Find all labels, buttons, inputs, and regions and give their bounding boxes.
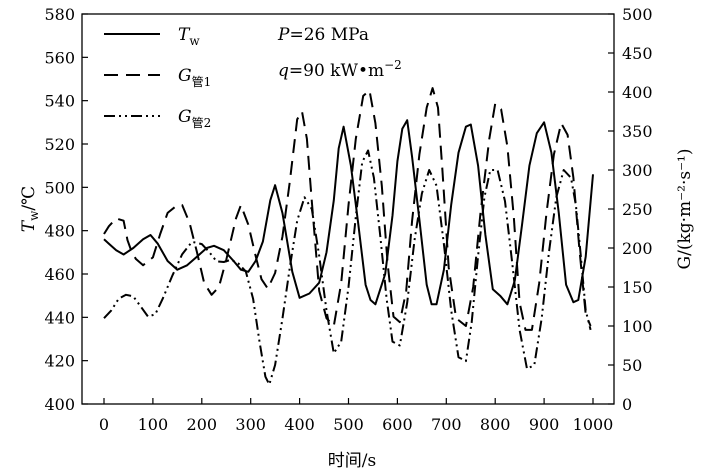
y-right-tick-label: 150	[622, 278, 653, 297]
y-right-tick-label: 350	[622, 122, 653, 141]
legend: Tw G管1 G管2	[104, 25, 211, 130]
legend-label-tw: Tw	[178, 25, 200, 48]
y-left-label: Tw/℃	[19, 186, 41, 232]
legend-label-g2: G管2	[178, 107, 211, 130]
x-tick-label: 0	[99, 415, 109, 434]
y-right-tick-label: 50	[622, 356, 642, 375]
x-tick-label: 100	[138, 415, 169, 434]
y-left-tick-label: 520	[44, 135, 75, 154]
y-left-tick-label: 400	[44, 395, 75, 414]
x-axis-label: 时间/s	[328, 451, 376, 471]
y-right-tick-label: 300	[622, 161, 653, 180]
x-tick-label: 800	[480, 415, 511, 434]
y-left-tick-label: 460	[44, 265, 75, 284]
x-tick-label: 400	[284, 415, 315, 434]
x-tick-label: 900	[529, 415, 560, 434]
y-left-tick-label: 560	[44, 48, 75, 67]
x-tick-label: 700	[431, 415, 462, 434]
annotation-pressure: P=26 MPa	[277, 25, 369, 45]
y-right-tick-label: 500	[622, 5, 653, 24]
x-tick-label: 600	[382, 415, 413, 434]
y-right-tick-label: 250	[622, 200, 653, 219]
legend-label-g1: G管1	[178, 66, 211, 89]
y-right-tick-label: 450	[622, 44, 653, 63]
series-line-g1	[103, 87, 592, 331]
x-tick-label: 200	[187, 415, 218, 434]
y-right-label: G/(kg·m⁻²·s⁻¹)	[675, 149, 695, 270]
y-left-tick-label: 540	[44, 92, 75, 111]
y-left-tick-label: 420	[44, 352, 75, 371]
annotation-heat-flux: q=90 kW•m−2	[278, 58, 402, 81]
x-tick-label: 500	[333, 415, 364, 434]
y-right-tick-label: 200	[622, 239, 653, 258]
x-tick-label: 1000	[573, 415, 614, 434]
y-right-tick-label: 100	[622, 317, 653, 336]
y-left-tick-label: 440	[44, 308, 75, 327]
y-left-tick-label: 500	[44, 178, 75, 197]
plot-frame	[81, 13, 615, 405]
y-left-tick-label: 480	[44, 222, 75, 241]
y-left-tick-label: 580	[44, 5, 75, 24]
y-right-tick-label: 400	[622, 83, 653, 102]
y-right-tick-label: 0	[622, 395, 632, 414]
x-tick-label: 300	[235, 415, 266, 434]
